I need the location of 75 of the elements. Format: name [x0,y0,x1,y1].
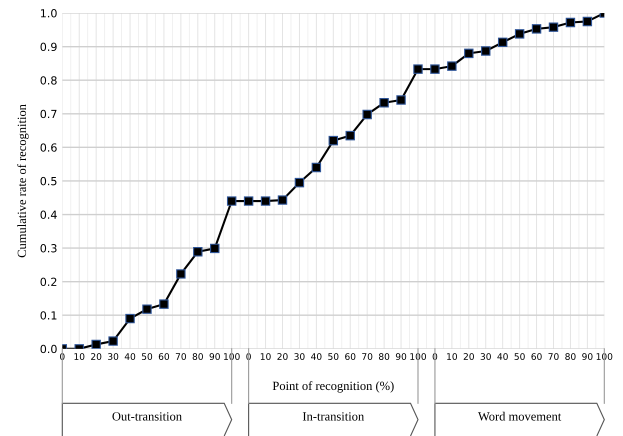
x-tick-label: 70 [548,353,559,360]
point [532,24,542,34]
x-tick-label: 20 [464,353,474,360]
x-tick-label: 40 [497,353,508,360]
x-tick-label: 70 [176,353,186,360]
y-tick-label: 0.4 [40,210,57,219]
y-axis-title: Cumulative rate of recognition [17,104,29,258]
x-tick-label: 50 [328,353,338,360]
point [413,64,423,74]
point [548,22,558,32]
text: Word movement [478,412,562,421]
point [210,244,220,254]
y-tick-label: 0.0 [40,344,57,354]
point [193,247,203,256]
x-tick-label: 60 [531,353,542,360]
point [244,196,254,206]
x-tick-label: 50 [142,353,152,360]
point [362,110,372,120]
point [294,178,304,188]
point [396,95,406,105]
point [328,136,338,146]
x-tick-label: 100 [224,353,240,360]
point [142,304,152,314]
point [125,314,135,324]
y-tick-label: 0.2 [40,278,56,286]
y-tick-label: 1.0 [40,9,57,18]
text: Out-transition [112,412,182,421]
point [91,340,101,349]
x-tick-label: 40 [124,353,136,360]
point [312,162,322,172]
point [379,98,389,108]
point [260,196,270,206]
x-tick-label: 50 [514,353,525,360]
x-tick-label: 90 [210,353,220,360]
y-tick-label: 0.7 [40,110,56,118]
x-tick-label: 90 [396,353,406,360]
x-tick-label: 30 [480,353,491,360]
y-tick-label: 0.1 [40,311,56,320]
x-tick-label: 60 [158,353,170,360]
point [514,29,524,39]
y-tick-label: 0.9 [40,42,57,52]
point [278,195,288,205]
x-tick-label: 10 [74,353,84,360]
x-tick-label: 20 [277,353,288,360]
x-tick-label: 10 [447,353,458,360]
y-tick-label: 0.5 [40,176,56,186]
point [464,48,474,58]
point [430,64,440,74]
y-tick-label: 0.8 [40,76,57,85]
x-tick-label: 80 [192,353,203,360]
point [346,130,355,140]
x-tick-label: 30 [108,353,118,360]
x-tick-label: 80 [378,353,390,360]
y-tick-label: 0.3 [40,244,57,252]
point [447,61,457,71]
x-tick-label: 60 [345,353,356,360]
point [566,18,576,28]
y-tick-label: 0.6 [40,143,57,152]
x-tick-label: 90 [582,353,593,360]
x-tick-label: 80 [565,353,576,360]
x-tick-label: 40 [311,353,322,360]
x-axis-title: Point of recognition (%) [272,381,394,393]
x-tick-label: 20 [91,353,102,360]
point [498,38,508,48]
x-tick-label: 100 [596,353,612,360]
point [108,336,118,346]
point [226,196,236,206]
text: In-transition [302,412,364,421]
point [159,299,169,309]
point [582,16,592,26]
x-tick-label: 30 [294,353,305,360]
point [481,46,490,56]
x-tick-label: 10 [260,353,271,360]
point [176,269,186,279]
x-tick-label: 70 [362,353,372,360]
